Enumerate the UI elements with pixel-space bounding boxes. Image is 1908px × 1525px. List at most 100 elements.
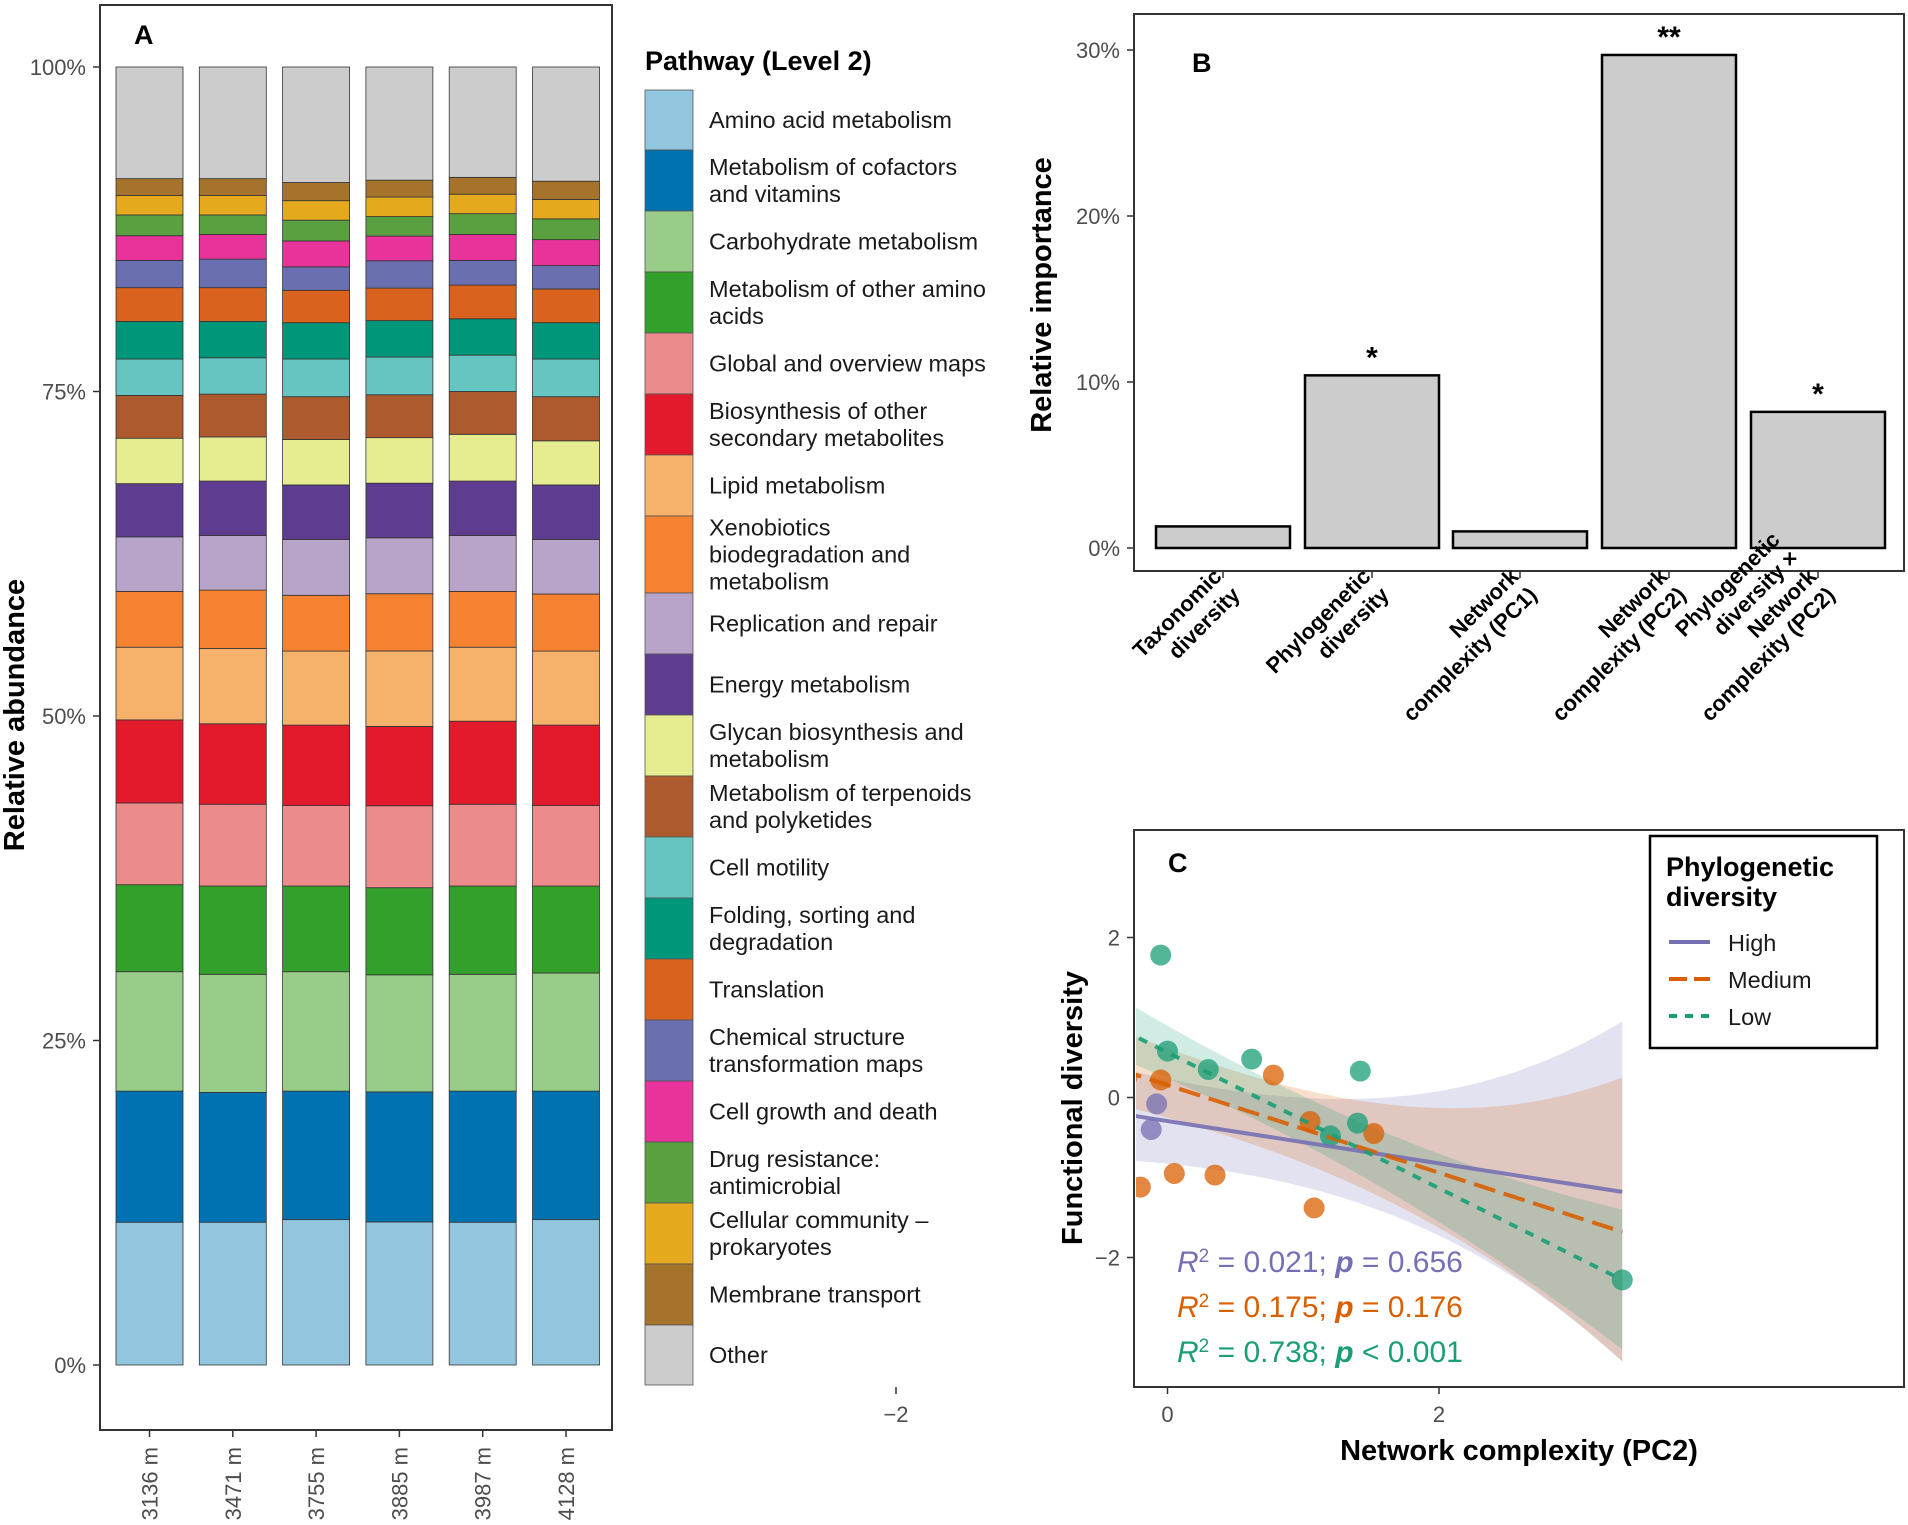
legend-swatch <box>644 836 694 899</box>
stat-part: = <box>1209 1246 1243 1279</box>
bar-segment <box>115 394 184 439</box>
legend-label: Cell motility <box>709 855 829 881</box>
bar-segment <box>282 266 351 291</box>
legend-item: Global and overview maps <box>644 332 986 395</box>
stat-part: = <box>1354 1291 1388 1324</box>
bar-segment <box>282 396 351 440</box>
legend-label: Folding, sorting and <box>709 902 915 928</box>
bar-segment <box>282 805 351 887</box>
pathway-legend: Pathway (Level 2) Amino acid metabolism M… <box>644 46 986 1386</box>
bar-segment <box>365 260 434 289</box>
legend-title: diversity <box>1666 882 1777 912</box>
legend-item: Lipid metabolism <box>644 454 885 517</box>
confidence-band-low <box>1136 1007 1623 1350</box>
bar-segment <box>365 320 434 358</box>
legend-item: Cell growth and death <box>644 1080 938 1143</box>
y-tick-label: −2 <box>1095 1246 1120 1271</box>
bar-segment <box>448 260 517 286</box>
data-point-low <box>1347 1112 1369 1134</box>
legend-swatch <box>644 1080 694 1143</box>
stat-part: R <box>1177 1291 1199 1324</box>
legend-swatch <box>644 393 694 456</box>
bar-segment <box>198 1221 267 1366</box>
data-point-high <box>1089 981 1110 1002</box>
legend-label: Biosynthesis of other <box>709 398 927 424</box>
bar-segment <box>115 437 184 485</box>
legend-swatch <box>644 714 694 777</box>
legend-label: Energy metabolism <box>709 672 910 698</box>
bar-segment <box>448 284 517 320</box>
bar-segment <box>115 287 184 322</box>
bar-segment <box>532 1090 600 1221</box>
bar-segment <box>365 805 434 889</box>
legend-label: Replication and repair <box>709 611 938 637</box>
bar-segment <box>365 1091 434 1223</box>
stat-part: p <box>1334 1291 1353 1324</box>
bar-segment <box>448 885 517 975</box>
bar-segment <box>198 803 267 887</box>
legend-item: Replication and repair <box>644 592 938 655</box>
legend-label: Cellular community – <box>709 1207 929 1233</box>
bar-segment <box>198 648 267 725</box>
bar-segment <box>365 356 434 396</box>
panel-a-bars <box>115 66 600 1366</box>
stat-part: 2 <box>1199 1246 1210 1267</box>
bar-segment <box>448 480 517 536</box>
bar-segment <box>532 885 600 974</box>
legend-swatch <box>644 653 694 716</box>
x-tick-label: 3755 m <box>304 1447 329 1520</box>
bar-segment <box>282 289 351 324</box>
bar-segment <box>532 66 600 182</box>
legend-label: Cell growth and death <box>709 1099 938 1125</box>
bar-segment <box>282 240 351 268</box>
legend-swatch <box>644 1202 694 1265</box>
legend-label: Glycan biosynthesis and <box>709 719 964 745</box>
x-tick-label: 4128 m <box>554 1447 579 1520</box>
x-tick-label: 0 <box>1161 1402 1173 1427</box>
bar-segment <box>198 287 267 322</box>
bar-segment <box>532 539 600 595</box>
bar-segment <box>448 535 517 592</box>
legend-swatch <box>644 592 694 655</box>
bar-segment <box>198 480 267 536</box>
y-tick-label: 10% <box>1076 370 1120 395</box>
legend-label: prokaryotes <box>709 1234 832 1260</box>
bar-segment <box>532 484 600 540</box>
panel-a-y-axis: 0% 25% 50% 75% 100% <box>30 55 100 1378</box>
stat-part: p <box>1334 1246 1353 1279</box>
bar-segment <box>115 214 184 237</box>
legend-label: acids <box>709 303 764 329</box>
bar-segment <box>448 318 517 356</box>
bar-segment <box>532 650 600 726</box>
regression-line-high <box>1136 1114 1623 1194</box>
data-point-high <box>981 1139 1002 1160</box>
legend-label: antimicrobial <box>709 1173 841 1199</box>
bar-segment <box>365 974 434 1093</box>
panel-c-frame <box>1133 829 1905 1388</box>
importance-bar <box>1303 374 1441 550</box>
bar-segment <box>365 726 434 807</box>
bar-segment <box>365 650 434 727</box>
data-point-low <box>1157 1040 1178 1062</box>
legend-label: Translation <box>709 977 824 1003</box>
pathway-legend-items: Amino acid metabolism Metabolism of cofac… <box>644 89 986 1386</box>
bar-segment <box>365 537 434 595</box>
bar-segment <box>282 724 351 806</box>
bar-segment <box>115 590 184 648</box>
bar-segment <box>448 646 517 722</box>
bar-segment <box>365 235 434 262</box>
bar-segment <box>448 391 517 435</box>
panel-a-x-axis: 3136 m 3471 m 3755 m 3885 m 3987 m 4128 m <box>138 1430 579 1520</box>
stacked-bar-3136m <box>115 66 184 1366</box>
stat-part: 0.656 <box>1388 1246 1463 1279</box>
bar-segment <box>115 1090 184 1223</box>
bar-segment <box>282 200 351 221</box>
legend-label: Metabolism of cofactors <box>709 154 957 180</box>
y-tick-label: 100% <box>30 55 86 80</box>
regression-line-medium <box>1136 1072 1623 1234</box>
data-point-low <box>1197 1059 1219 1080</box>
